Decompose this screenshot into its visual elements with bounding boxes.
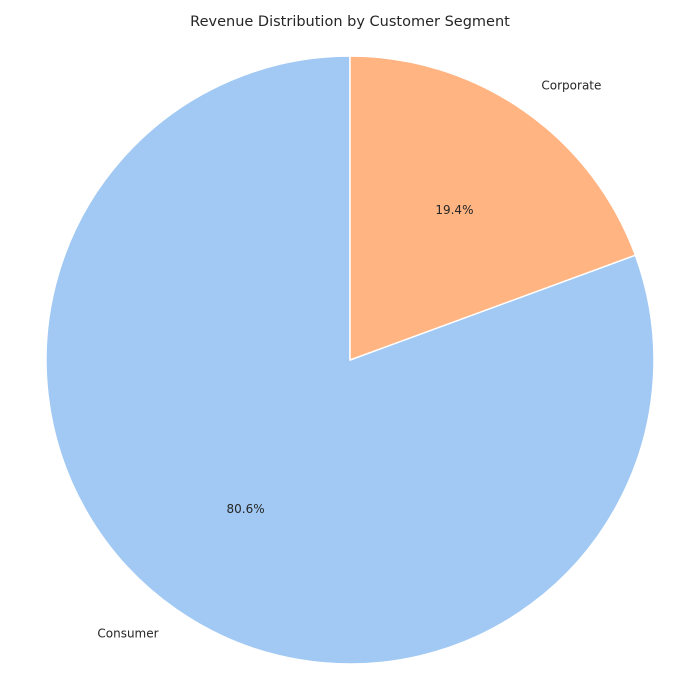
slice-label-corporate: Corporate bbox=[541, 78, 601, 92]
slice-label-consumer: Consumer bbox=[97, 627, 158, 641]
pie-slice-corporate bbox=[349, 55, 637, 361]
pie-slices bbox=[45, 55, 655, 665]
slice-percent-corporate: 19.4% bbox=[435, 203, 473, 217]
slice-percent-consumer: 80.6% bbox=[227, 502, 265, 516]
chart-title: Revenue Distribution by Customer Segment bbox=[190, 14, 510, 30]
pie-labels: Consumer 80.6% Corporate 19.4% bbox=[97, 78, 601, 640]
